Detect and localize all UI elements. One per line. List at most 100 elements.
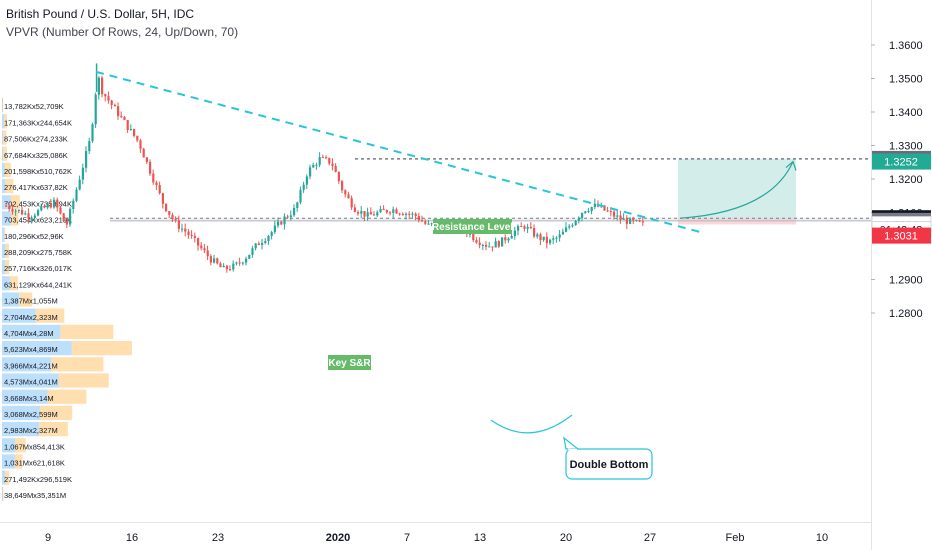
x-tick-label: 13 bbox=[474, 532, 486, 544]
candle-body bbox=[65, 221, 68, 225]
vp-down-bar bbox=[60, 324, 114, 339]
candle-body bbox=[344, 190, 347, 195]
candle-body bbox=[379, 208, 382, 213]
candle-body bbox=[209, 256, 212, 263]
candle-body bbox=[616, 215, 619, 217]
candle-body bbox=[245, 258, 248, 263]
candle-body bbox=[325, 157, 328, 159]
candle-body bbox=[366, 212, 369, 217]
double-bottom-callout[interactable]: Double Bottom bbox=[563, 436, 653, 480]
candle-body bbox=[389, 212, 392, 214]
candle-body bbox=[94, 94, 97, 125]
candle-body bbox=[315, 164, 318, 166]
vp-row-label: 631,129Kx644,241K bbox=[4, 280, 72, 289]
candle-body bbox=[37, 210, 40, 216]
candle-body bbox=[491, 246, 494, 248]
candle-body bbox=[222, 265, 225, 268]
vp-down-bar bbox=[5, 260, 10, 275]
candle-body bbox=[619, 215, 622, 220]
candle-body bbox=[353, 207, 356, 212]
candle-body bbox=[363, 211, 366, 217]
candle-body bbox=[309, 167, 312, 177]
candle-body bbox=[277, 221, 280, 226]
candle-body bbox=[53, 199, 56, 208]
candle-body bbox=[424, 221, 427, 224]
vp-row-label: 87,506Kx274,233K bbox=[4, 135, 68, 144]
vp-down-bar bbox=[2, 98, 4, 113]
vp-row-label: 257,716Kx326,017K bbox=[4, 264, 72, 273]
candle-body bbox=[581, 212, 584, 218]
candle-body bbox=[622, 218, 625, 220]
candle-body bbox=[81, 167, 84, 180]
candle-body bbox=[328, 157, 331, 164]
candle-body bbox=[85, 151, 88, 168]
candle-body bbox=[577, 217, 580, 221]
candle-body bbox=[232, 263, 235, 270]
callout-text: Double Bottom bbox=[570, 459, 649, 471]
candle-body bbox=[75, 189, 78, 201]
candle-body bbox=[241, 262, 244, 264]
x-tick-label: 20 bbox=[560, 532, 572, 544]
candle-body bbox=[603, 205, 606, 211]
stop-zone[interactable] bbox=[678, 218, 796, 225]
candle-body bbox=[555, 237, 558, 239]
vp-down-bar bbox=[51, 357, 104, 372]
vp-row-label: 4,573Mx4,041M bbox=[4, 378, 58, 387]
candle-body bbox=[129, 128, 132, 131]
projection-arc[interactable] bbox=[679, 161, 794, 219]
candle-body bbox=[27, 213, 30, 219]
candle-body bbox=[49, 204, 52, 208]
target-zone[interactable] bbox=[678, 158, 796, 219]
candle-body bbox=[536, 234, 539, 237]
candle-body bbox=[133, 128, 136, 136]
candle-body bbox=[152, 173, 155, 183]
candle-body bbox=[190, 235, 193, 237]
candle-body bbox=[225, 265, 228, 270]
vp-down-bar bbox=[10, 211, 19, 226]
candle-body bbox=[427, 223, 430, 225]
vp-row-label: 3,068Mx2,599M bbox=[4, 410, 58, 419]
price-label-bg bbox=[872, 227, 931, 244]
candle-body bbox=[337, 172, 340, 182]
vp-up-bar bbox=[2, 243, 6, 258]
trendline[interactable] bbox=[95, 70, 706, 235]
candle-body bbox=[97, 77, 100, 95]
price-label-bg bbox=[872, 153, 931, 170]
candle-body bbox=[219, 263, 222, 268]
vp-row-label: 271,492Kx296,519K bbox=[4, 475, 72, 484]
vp-down-bar bbox=[4, 227, 6, 242]
vp-row-label: 180,296Kx52,96K bbox=[4, 232, 64, 241]
candle-body bbox=[305, 176, 308, 185]
candle-body bbox=[565, 227, 568, 232]
vp-row-label: 1,067Mx854,413K bbox=[4, 442, 65, 451]
candle-body bbox=[229, 269, 232, 271]
candle-body bbox=[382, 208, 385, 211]
candle-body bbox=[350, 198, 353, 208]
candle-body bbox=[149, 161, 152, 174]
y-tick-label: 1.3200 bbox=[889, 174, 923, 186]
vp-up-bar bbox=[2, 227, 5, 242]
candle-body bbox=[523, 226, 526, 229]
x-tick-label: 27 bbox=[644, 532, 656, 544]
vp-up-bar bbox=[2, 179, 6, 194]
vp-up-bar bbox=[2, 130, 4, 145]
vp-down-bar bbox=[10, 195, 20, 210]
candle-body bbox=[302, 184, 305, 190]
candle-body bbox=[318, 157, 321, 165]
vp-up-bar bbox=[2, 373, 59, 388]
candle-body bbox=[286, 216, 289, 218]
candle-body bbox=[165, 203, 168, 212]
candle-body bbox=[264, 240, 267, 243]
resistance-level-label-text: Resistance Level bbox=[432, 222, 513, 233]
vp-down-bar bbox=[14, 454, 23, 469]
candle-body bbox=[72, 200, 75, 209]
vp-down-bar bbox=[38, 422, 68, 437]
candle-body bbox=[193, 235, 196, 238]
key-sr-label[interactable]: Key S&R bbox=[328, 355, 371, 370]
candle-body bbox=[568, 226, 571, 228]
vp-row-label: 702,453Kx735,694K bbox=[4, 199, 72, 208]
candle-body bbox=[46, 204, 49, 208]
resistance-level-label[interactable]: Resistance Level bbox=[432, 219, 513, 234]
y-tick-label: 1.2900 bbox=[889, 275, 923, 287]
